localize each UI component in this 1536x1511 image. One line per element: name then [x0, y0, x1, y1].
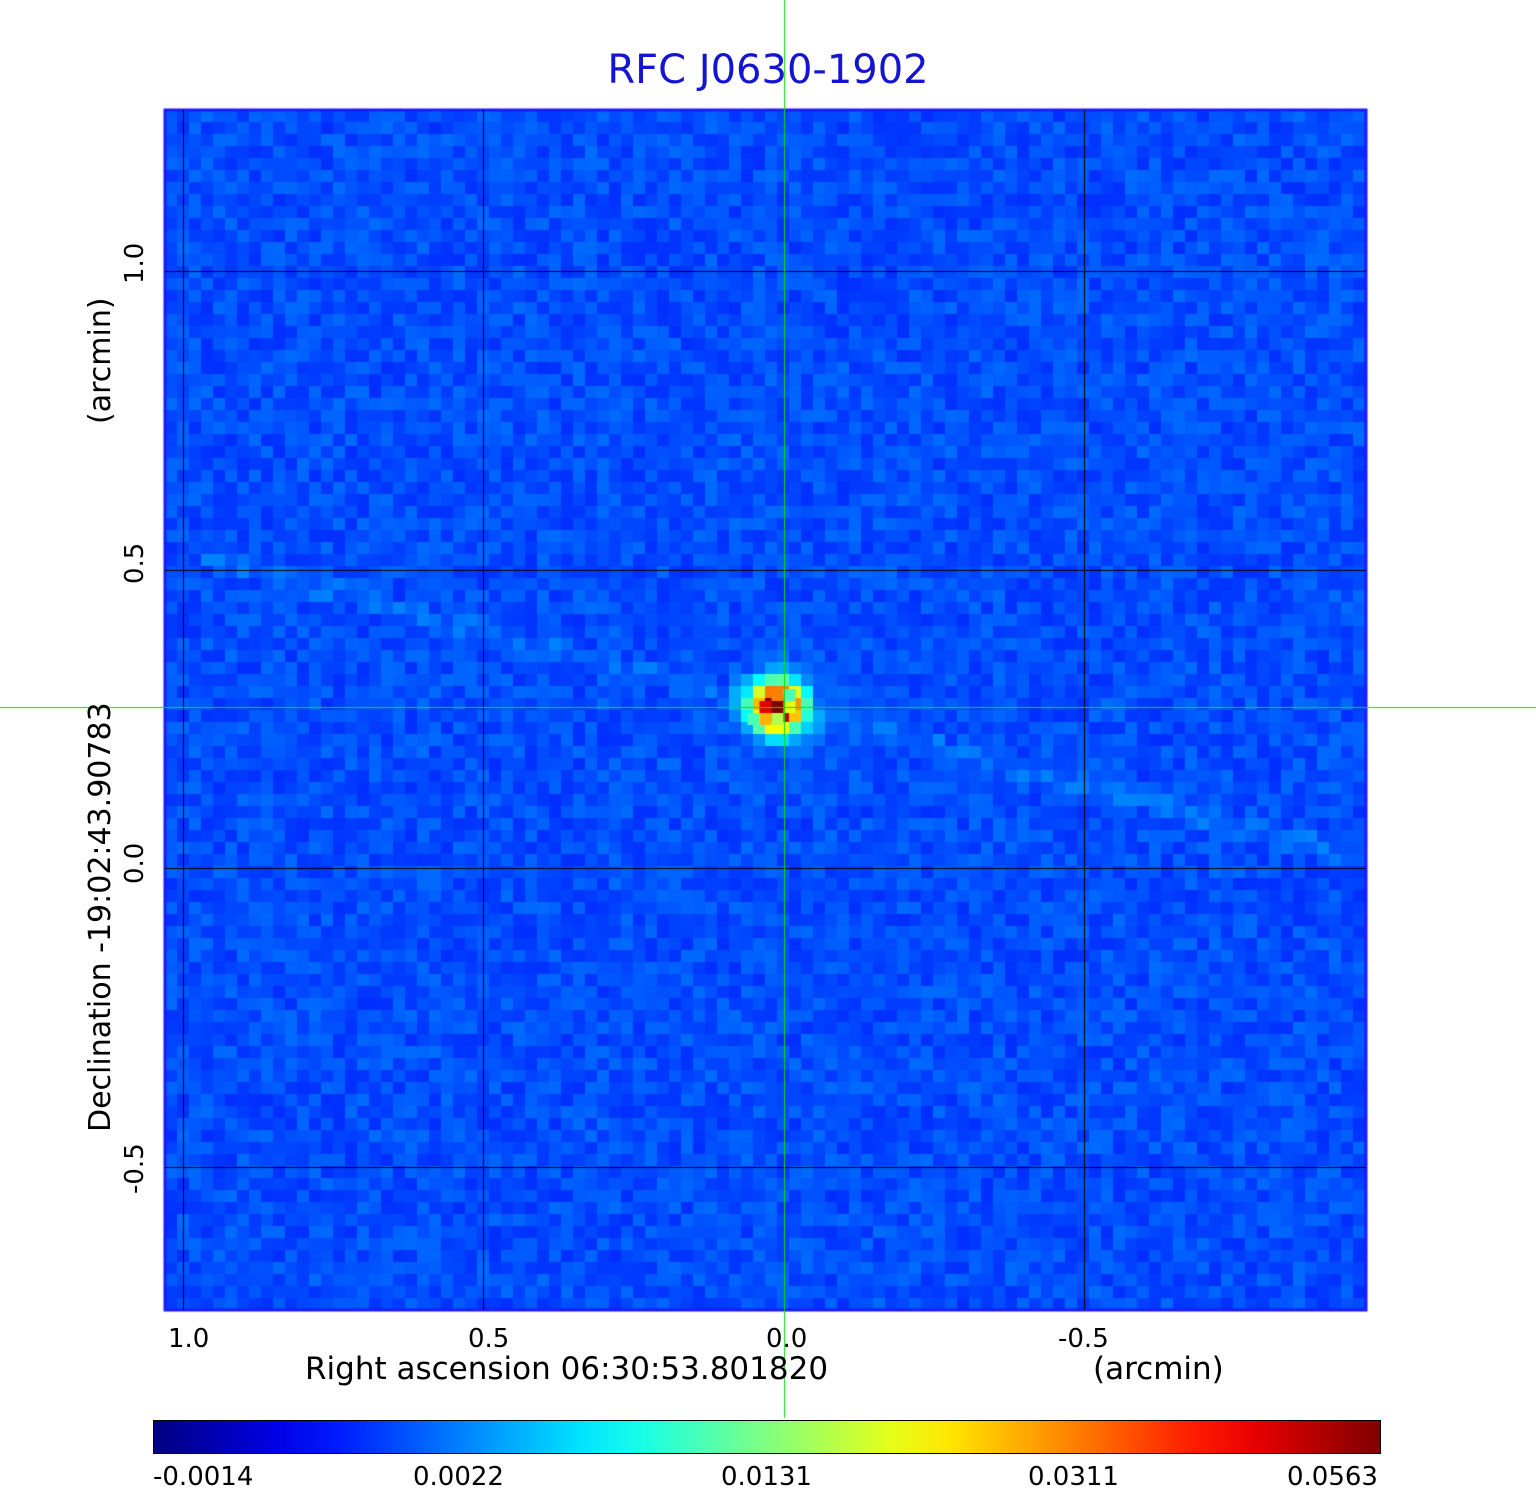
x-tick-label: -0.5 — [1058, 1324, 1109, 1354]
y-tick-label: 1.0 — [120, 242, 150, 284]
x-tick-label: 1.0 — [168, 1324, 210, 1354]
colorbar-tick-label: 0.0563 — [1287, 1462, 1378, 1492]
x-tick-label: 0.0 — [766, 1324, 808, 1354]
y-tick-label: 0.5 — [120, 542, 150, 584]
colorbar-tick-label: -0.0014 — [153, 1462, 254, 1492]
x-tick-label: 0.5 — [468, 1324, 510, 1354]
colorbar — [153, 1420, 1381, 1454]
chart-title: RFC J0630-1902 — [607, 47, 929, 93]
x-axis-label: Right ascension 06:30:53.801820 — [305, 1351, 829, 1387]
y-tick-label: -0.5 — [120, 1143, 150, 1194]
colorbar-tick-label: 0.0311 — [1028, 1462, 1119, 1492]
x-axis-unit: (arcmin) — [1093, 1351, 1224, 1387]
y-axis-label: Declination -19:02:43.90783 — [83, 702, 118, 1132]
y-tick-label: 0.0 — [120, 842, 150, 884]
colorbar-tick-label: 0.0022 — [413, 1462, 504, 1492]
colorbar-tick-label: 0.0131 — [721, 1462, 812, 1492]
y-axis-unit: (arcmin) — [83, 297, 118, 424]
